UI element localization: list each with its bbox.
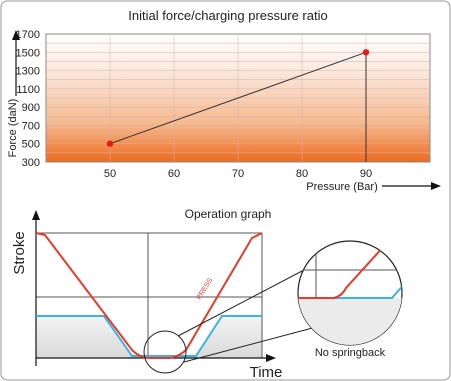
- y-tick-label: 1300: [16, 66, 40, 78]
- detail-focus-circle: [143, 330, 187, 374]
- x-tick-label: 50: [104, 168, 116, 180]
- detail-press-curve: [298, 244, 386, 299]
- data-point: [362, 49, 370, 56]
- y-tick-label: 1700: [16, 29, 40, 41]
- y-axis-arrow-icon: [12, 30, 20, 40]
- magnified-detail: [297, 240, 403, 346]
- x-tick-label: 80: [296, 168, 308, 180]
- x-tick-label: 60: [168, 168, 180, 180]
- press-curve: [35, 232, 263, 359]
- data-series: [106, 49, 370, 162]
- time-axis-arrow-icon: [266, 354, 276, 362]
- y-tick-labels: 1700 1500 1300 1100 900 700 500 300: [16, 29, 40, 169]
- y-tick-label: 300: [22, 157, 40, 169]
- time-axis-label: Time: [250, 364, 283, 381]
- operation-graph-title: Operation graph: [185, 207, 272, 221]
- y-tick-label: 500: [22, 139, 40, 151]
- stroke-axis-label: Stroke: [11, 231, 28, 274]
- series-line: [109, 51, 367, 145]
- chart-title: Initial force/charging pressure ratio: [128, 8, 327, 23]
- x-tick-labels: 50 60 70 80 90: [104, 168, 372, 180]
- x-tick-label: 90: [360, 168, 372, 180]
- x-axis-arrow-icon: [431, 182, 441, 190]
- x-axis-label: Pressure (Bar): [306, 181, 378, 193]
- y-axis-label: Force (daN): [7, 99, 19, 158]
- connector-line-bottom: [183, 325, 321, 363]
- detail-caption: No springback: [315, 347, 386, 359]
- floor-shading: [36, 316, 262, 358]
- connector-line-top: [177, 269, 305, 337]
- stroke-axis-arrow-icon: [32, 210, 40, 220]
- y-tick-label: 900: [22, 102, 40, 114]
- data-point: [106, 140, 114, 147]
- y-tick-label: 700: [22, 120, 40, 132]
- y-tick-label: 1500: [16, 47, 40, 59]
- x-tick-label: 70: [232, 168, 244, 180]
- operation-graph: Operation graph Stroke Time PRESS: [11, 207, 403, 381]
- y-tick-label: 1100: [16, 84, 40, 96]
- cushion-curve: [36, 315, 262, 357]
- force-pressure-chart: Initial force/charging pressure ratio 17…: [7, 8, 441, 193]
